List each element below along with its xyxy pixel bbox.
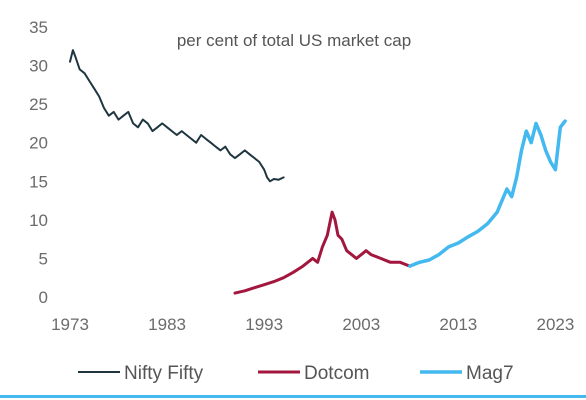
x-tick-label: 1993	[245, 315, 283, 334]
bottom-rule	[0, 395, 586, 398]
y-tick-label: 30	[29, 57, 48, 76]
y-tick-label: 15	[29, 172, 48, 191]
y-tick-label: 10	[29, 211, 48, 230]
x-tick-label: 2023	[537, 315, 575, 334]
x-tick-label: 2013	[439, 315, 477, 334]
series-line-dotcom	[233, 210, 412, 295]
x-tick-label: 1983	[148, 315, 186, 334]
y-axis-tick-labels: 0 5 10 15 20 25 30 35	[29, 18, 48, 307]
legend-label: Mag7	[466, 363, 514, 384]
x-tick-label: 2003	[342, 315, 380, 334]
chart-title: per cent of total US market cap	[177, 31, 411, 50]
y-tick-label: 0	[39, 288, 48, 307]
legend: Nifty Fifty Dotcom Mag7	[78, 363, 514, 384]
x-axis-tick-labels: 1973 1983 1993 2003 2013 2023	[51, 315, 574, 334]
series-line-nifty-fifty	[69, 49, 285, 183]
series-lines	[69, 49, 567, 295]
series-line-mag7	[408, 119, 567, 268]
y-tick-label: 35	[29, 18, 48, 37]
y-tick-label: 25	[29, 95, 48, 114]
x-tick-label: 1973	[51, 315, 89, 334]
y-tick-label: 5	[39, 249, 48, 268]
y-tick-label: 20	[29, 134, 48, 153]
legend-label: Dotcom	[304, 363, 369, 384]
legend-label: Nifty Fifty	[124, 363, 204, 384]
